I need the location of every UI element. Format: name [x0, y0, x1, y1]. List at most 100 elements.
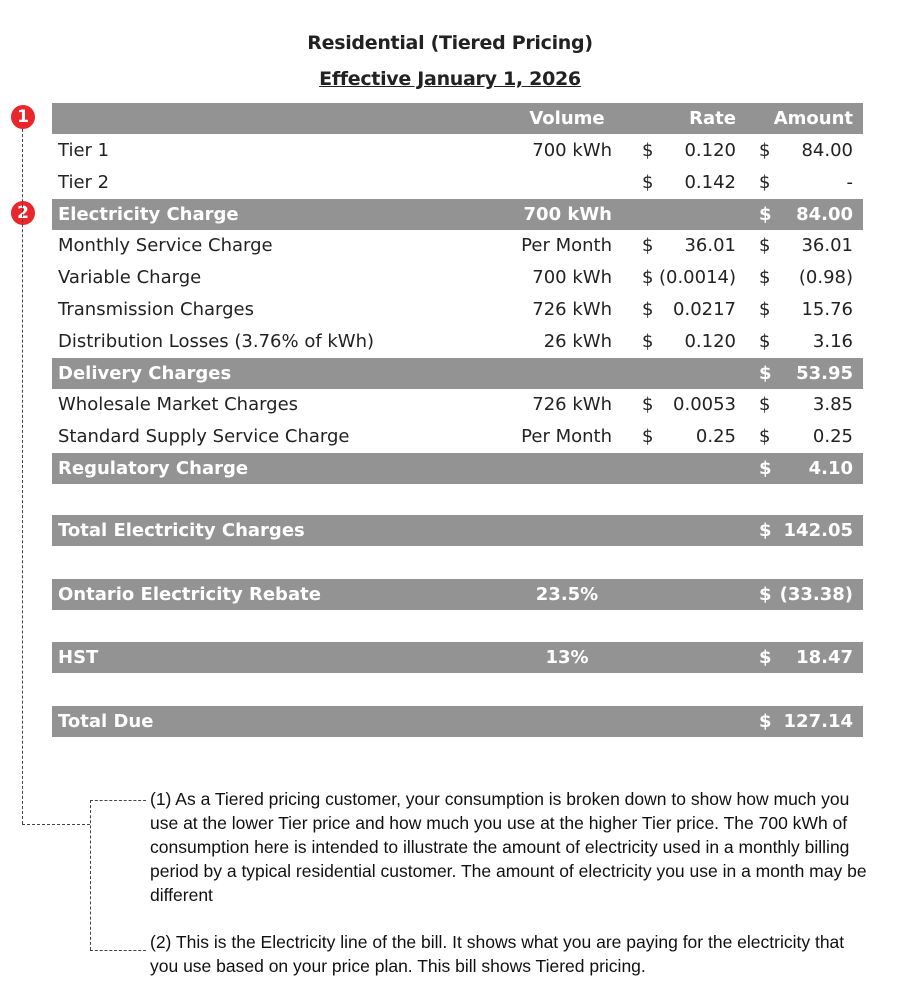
row-volume: 26 kWh — [543, 330, 612, 352]
total-row: Total Electricity Charges $142.05 — [52, 515, 863, 546]
callout-connector — [90, 950, 146, 951]
row-amount: 3.16 — [812, 330, 853, 352]
row-amount: 4.10 — [808, 458, 853, 479]
row-label: Wholesale Market Charges — [58, 394, 299, 416]
row-amount: 15.76 — [801, 299, 853, 320]
table-row: Delivery Charges $53.95 — [52, 357, 863, 389]
amount-currency: $ — [759, 330, 771, 352]
total-amount: 18.47 — [796, 647, 853, 668]
row-label: Variable Charge — [58, 267, 202, 289]
rate-currency: $ — [642, 235, 654, 257]
table-row: Variable Charge 700 kWh $ (0.0014) $ (0.98) — [52, 262, 863, 293]
table-row: Monthly Service Charge Per Month $36.01 $36… — [52, 230, 863, 261]
total-row: HST 13% $18.47 — [52, 642, 863, 673]
total-volume: 13% — [545, 647, 589, 668]
total-label: Total Due — [58, 711, 154, 732]
callout-connector — [90, 800, 146, 801]
row-amount: 53.95 — [796, 362, 853, 384]
row-volume: 700 kWh — [532, 140, 612, 161]
page-subtitle: Effective January 1, 2026 — [319, 68, 581, 90]
amount-currency: $ — [759, 647, 772, 668]
row-volume: Per Month — [521, 235, 612, 257]
row-volume: 726 kWh — [532, 394, 612, 416]
rate-currency: $ — [642, 171, 654, 193]
row-rate: 36.01 — [684, 235, 736, 257]
table-row: Transmission Charges 726 kWh $0.0217 $15.76 — [52, 294, 863, 325]
row-label: Monthly Service Charge — [58, 235, 273, 257]
total-row: Ontario Electricity Rebate 23.5% $ (33.38) — [52, 579, 863, 610]
amount-currency: $ — [759, 235, 771, 257]
callout-connector — [22, 824, 90, 825]
row-label: Delivery Charges — [58, 362, 232, 384]
amount-currency: $ — [759, 458, 772, 479]
total-label: Total Electricity Charges — [58, 520, 305, 541]
amount-currency: $ — [759, 426, 771, 448]
total-label: HST — [58, 647, 99, 668]
table-row: Tier 2 $0.142 $ - — [52, 167, 863, 198]
amount-currency: $ — [759, 520, 772, 541]
callout-connector — [90, 800, 91, 950]
table-row: Distribution Losses (3.76% of kWh) 26 kWh… — [52, 326, 863, 357]
rate-currency: $ — [642, 140, 654, 161]
row-amount: - — [846, 171, 854, 193]
table-row: Standard Supply Service Charge Per Month $… — [52, 421, 863, 452]
rate-currency: $ — [642, 394, 654, 416]
callout-connector — [22, 129, 23, 824]
row-volume: 726 kWh — [532, 299, 612, 320]
row-volume: 700 kWh — [523, 203, 612, 225]
callout-badge-2: 2 — [11, 201, 35, 225]
footnote-1: (1) As a Tiered pricing customer, your c… — [150, 789, 867, 905]
row-amount: (0.98) — [798, 267, 853, 289]
rate-currency: $ — [642, 267, 654, 289]
row-rate: (0.0014) — [658, 267, 736, 289]
table-header: Volume Rate Amount — [52, 103, 863, 134]
table-row: Tier 1 700 kWh $0.120 $84.00 — [52, 135, 863, 166]
row-rate: 0.120 — [684, 330, 736, 352]
amount-currency: $ — [759, 362, 772, 384]
rate-currency: $ — [642, 299, 654, 320]
row-rate: 0.120 — [684, 140, 736, 161]
total-volume: 23.5% — [535, 584, 599, 605]
total-amount: (33.38) — [779, 584, 853, 605]
total-amount: 142.05 — [783, 520, 853, 541]
amount-currency: $ — [759, 140, 771, 161]
header-volume: Volume — [529, 108, 605, 129]
row-amount: 36.01 — [801, 235, 853, 257]
table-row: Regulatory Charge $4.10 — [52, 453, 863, 484]
amount-currency: $ — [759, 267, 771, 289]
row-label: Transmission Charges — [58, 299, 254, 320]
rate-currency: $ — [642, 330, 654, 352]
amount-currency: $ — [759, 711, 772, 732]
callout-badge-1: 1 — [11, 105, 35, 129]
row-label: Electricity Charge — [58, 203, 239, 225]
page-title: Residential (Tiered Pricing) — [307, 32, 593, 54]
row-label: Distribution Losses (3.76% of kWh) — [58, 330, 375, 352]
row-label: Standard Supply Service Charge — [58, 426, 350, 448]
total-amount: 127.14 — [783, 711, 853, 732]
header-amount: Amount — [773, 108, 853, 129]
row-label: Tier 1 — [58, 140, 110, 161]
footnote-2: (2) This is the Electricity line of the … — [150, 932, 845, 976]
row-amount: 3.85 — [812, 394, 853, 416]
row-rate: 0.25 — [695, 426, 736, 448]
row-label: Regulatory Charge — [58, 458, 249, 479]
amount-currency: $ — [759, 203, 772, 225]
row-rate: 0.0217 — [673, 299, 736, 320]
row-label: Tier 2 — [58, 171, 110, 193]
rate-currency: $ — [642, 426, 654, 448]
row-amount: 84.00 — [801, 140, 853, 161]
row-volume: Per Month — [521, 426, 612, 448]
table-row: Electricity Charge 700 kWh $84.00 — [52, 198, 863, 230]
row-amount: 0.25 — [812, 426, 853, 448]
header-rate: Rate — [689, 108, 736, 129]
total-row: Total Due $127.14 — [52, 706, 863, 737]
amount-currency: $ — [759, 299, 771, 320]
row-volume: 700 kWh — [532, 267, 612, 289]
table-row: Wholesale Market Charges 726 kWh $0.0053 $3… — [52, 389, 863, 420]
total-label: Ontario Electricity Rebate — [58, 584, 321, 605]
amount-currency: $ — [759, 171, 771, 193]
row-rate: 0.0053 — [673, 394, 736, 416]
amount-currency: $ — [759, 394, 771, 416]
row-rate: 0.142 — [684, 171, 736, 193]
row-amount: 84.00 — [796, 203, 853, 225]
